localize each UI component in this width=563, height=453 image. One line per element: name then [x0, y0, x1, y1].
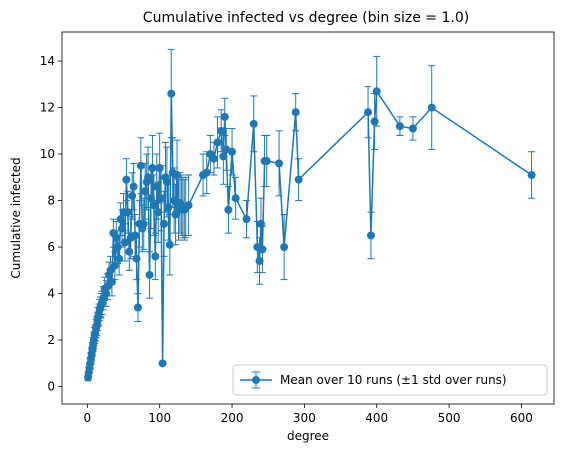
data-point [427, 103, 436, 112]
data-point [202, 168, 211, 177]
data-point [118, 224, 127, 233]
data-point [115, 254, 124, 263]
data-point [220, 112, 229, 121]
y-tick-label: 0 [47, 380, 55, 394]
x-tick-label: 600 [510, 411, 533, 425]
data-point [144, 173, 153, 182]
plot-background [62, 32, 554, 404]
data-point [280, 243, 289, 252]
x-axis-label: degree [287, 429, 329, 443]
data-point [209, 154, 218, 163]
data-point [141, 187, 150, 196]
data-point [146, 194, 155, 203]
data-point [162, 177, 171, 186]
y-axis-label: Cumulative infected [9, 157, 23, 278]
x-axis: 0 100 200 300 400 500 600 [84, 404, 533, 425]
data-point [160, 219, 169, 228]
legend: Mean over 10 runs (±1 std over runs) [232, 364, 548, 396]
data-point [133, 303, 142, 312]
data-point [151, 252, 160, 261]
data-point [366, 231, 375, 240]
legend-label: Mean over 10 runs (±1 std over runs) [280, 373, 507, 387]
x-tick-label: 400 [365, 411, 388, 425]
data-point [116, 215, 125, 224]
data-point [249, 119, 258, 128]
data-point [258, 245, 267, 254]
data-point [107, 277, 116, 286]
data-point [213, 138, 222, 147]
data-point [294, 175, 303, 184]
data-point [152, 182, 161, 191]
data-point [217, 126, 226, 135]
data-point [167, 89, 176, 98]
data-point [256, 219, 265, 228]
data-point [231, 194, 240, 203]
data-point [157, 194, 166, 203]
data-point [112, 233, 121, 242]
plot-frame [61, 31, 555, 405]
data-point [149, 201, 158, 210]
x-tick-label: 200 [221, 411, 244, 425]
data-point [291, 108, 300, 117]
data-point [184, 201, 193, 210]
data-point [219, 152, 228, 161]
legend-marker-sample [252, 376, 260, 384]
x-tick-label: 500 [438, 411, 461, 425]
y-tick-label: 2 [47, 333, 55, 347]
data-point [370, 117, 379, 126]
data-point [129, 182, 138, 191]
data-point [262, 157, 271, 166]
data-point [131, 231, 140, 240]
x-tick-label: 300 [293, 411, 316, 425]
data-point [128, 191, 137, 200]
data-point [165, 240, 174, 249]
data-point [113, 243, 122, 252]
y-tick-label: 6 [47, 240, 55, 254]
data-point [123, 208, 132, 217]
data-layer [84, 48, 536, 382]
data-point [242, 215, 251, 224]
data-point [164, 203, 173, 212]
data-point [224, 205, 233, 214]
data-point [122, 175, 131, 184]
data-point [120, 238, 129, 247]
y-axis: 0 2 4 6 8 10 12 14 [40, 54, 62, 394]
data-point [527, 170, 536, 179]
y-tick-label: 14 [40, 54, 55, 68]
data-point [102, 289, 111, 298]
data-point [139, 219, 148, 228]
data-point [136, 161, 145, 170]
legend-box [232, 364, 548, 396]
data-point [372, 87, 381, 96]
data-point [364, 108, 373, 117]
chart-title: Cumulative infected vs degree (bin size … [143, 10, 469, 26]
data-point [145, 270, 154, 279]
y-tick-label: 12 [40, 101, 55, 115]
data-point [154, 208, 163, 217]
x-tick-label: 0 [84, 411, 92, 425]
plot-area [61, 31, 555, 405]
data-point [148, 164, 157, 173]
x-tick-label: 100 [148, 411, 171, 425]
y-tick-label: 4 [47, 287, 55, 301]
data-point [408, 124, 417, 133]
data-point [155, 164, 164, 173]
data-point [228, 147, 237, 156]
data-point [158, 359, 167, 368]
data-point [395, 122, 404, 131]
data-point [275, 159, 284, 168]
data-point [173, 170, 182, 179]
y-tick-label: 8 [47, 194, 55, 208]
data-point [132, 254, 141, 263]
y-tick-label: 10 [40, 147, 55, 161]
data-point [110, 261, 119, 270]
data-point [125, 247, 134, 256]
data-point [255, 257, 264, 266]
